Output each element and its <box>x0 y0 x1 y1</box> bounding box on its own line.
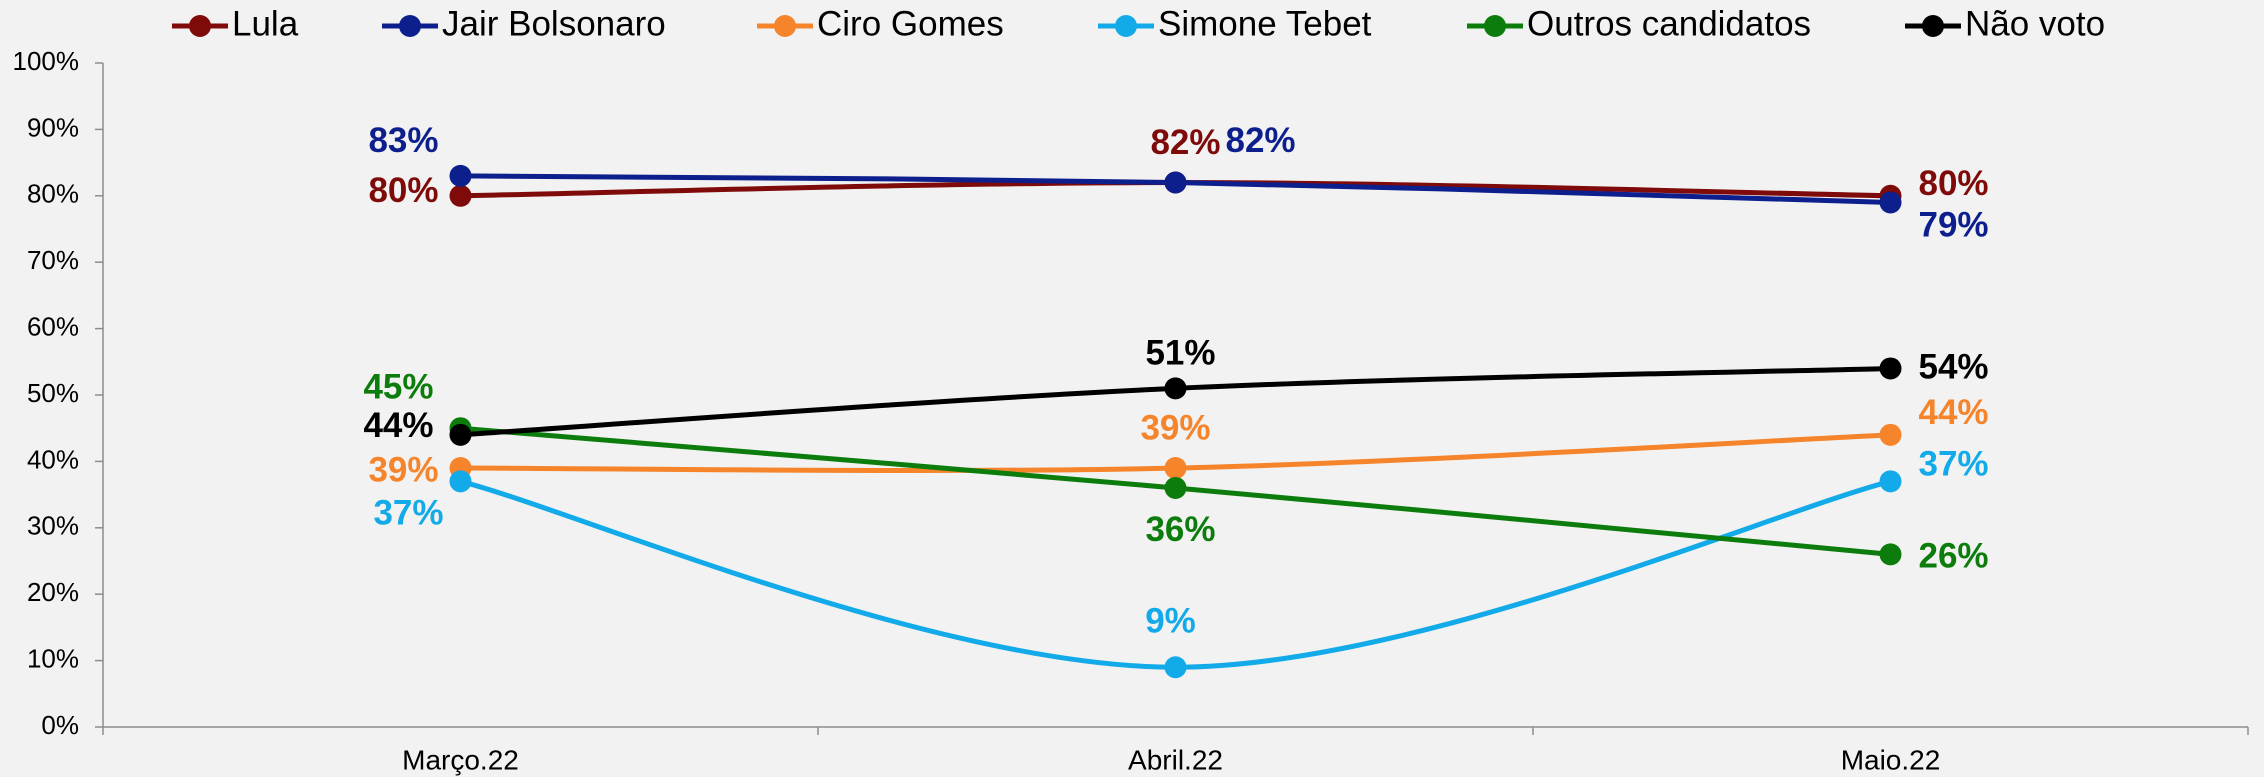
point <box>1164 171 1187 194</box>
data-label: 39% <box>1140 408 1210 447</box>
data-label: 44% <box>363 406 433 445</box>
point <box>449 164 472 187</box>
point <box>449 423 472 446</box>
data-label: 51% <box>1145 334 1215 373</box>
point <box>1164 377 1187 400</box>
point <box>449 470 472 493</box>
point <box>1879 423 1902 446</box>
y-tick-label: 20% <box>27 577 79 607</box>
legend-marker <box>189 15 211 37</box>
y-tick-label: 80% <box>27 179 79 209</box>
legend-marker <box>1115 15 1137 37</box>
data-label: 82% <box>1226 121 1296 160</box>
point <box>1164 476 1187 499</box>
data-label: 79% <box>1919 206 1989 245</box>
point <box>1879 470 1902 493</box>
data-label: 9% <box>1145 601 1196 640</box>
y-tick-label: 10% <box>27 643 79 673</box>
point <box>1879 191 1902 214</box>
y-tick-label: 60% <box>27 311 79 341</box>
y-tick-label: 0% <box>41 710 79 740</box>
data-label: 54% <box>1919 348 1989 387</box>
x-tick-label: Abril.22 <box>1128 744 1223 775</box>
legend-label: Outros candidatos <box>1527 4 1811 43</box>
data-label: 45% <box>363 367 433 406</box>
data-label: 80% <box>368 171 438 210</box>
point <box>1164 457 1187 480</box>
data-label: 80% <box>1919 164 1989 203</box>
y-tick-label: 30% <box>27 511 79 541</box>
data-label: 83% <box>368 121 438 160</box>
y-tick-label: 100% <box>13 46 80 76</box>
legend-label: Jair Bolsonaro <box>442 4 666 43</box>
point <box>449 184 472 207</box>
y-tick-label: 70% <box>27 245 79 275</box>
legend-marker <box>399 15 421 37</box>
point <box>1879 357 1902 380</box>
y-tick-label: 40% <box>27 444 79 474</box>
x-tick-label: Março.22 <box>402 744 519 775</box>
y-tick-label: 90% <box>27 112 79 142</box>
data-label: 44% <box>1919 393 1989 432</box>
data-label: 37% <box>1919 445 1989 484</box>
x-tick-label: Maio.22 <box>1841 744 1941 775</box>
legend-marker <box>1922 15 1944 37</box>
data-label: 37% <box>373 494 443 533</box>
legend-label: Lula <box>232 4 299 43</box>
data-label: 39% <box>368 450 438 489</box>
legend-label: Ciro Gomes <box>817 4 1004 43</box>
point <box>1164 656 1187 679</box>
data-label: 26% <box>1919 537 1989 576</box>
legend-label: Simone Tebet <box>1158 4 1372 43</box>
legend-marker <box>774 15 796 37</box>
legend-label: Não voto <box>1965 4 2105 43</box>
y-tick-label: 50% <box>27 378 79 408</box>
data-label: 82% <box>1150 123 1220 162</box>
legend-marker <box>1484 15 1506 37</box>
point <box>1879 543 1902 566</box>
data-label: 36% <box>1145 510 1215 549</box>
